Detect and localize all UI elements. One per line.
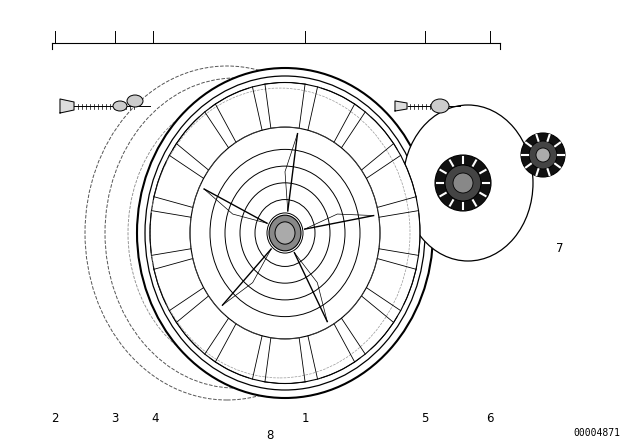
Text: 1: 1 — [301, 412, 308, 425]
Text: 5: 5 — [421, 412, 429, 425]
Text: 8: 8 — [266, 428, 274, 441]
Polygon shape — [60, 99, 74, 113]
Ellipse shape — [529, 141, 557, 169]
Ellipse shape — [150, 82, 420, 383]
Ellipse shape — [521, 133, 565, 177]
Text: 00004871: 00004871 — [573, 428, 620, 438]
Ellipse shape — [275, 222, 295, 244]
Text: 7: 7 — [556, 241, 564, 254]
Ellipse shape — [127, 95, 143, 107]
Polygon shape — [395, 101, 407, 111]
Text: 6: 6 — [486, 412, 493, 425]
Ellipse shape — [536, 148, 550, 162]
Ellipse shape — [269, 215, 301, 251]
Ellipse shape — [137, 68, 433, 398]
Text: 2: 2 — [51, 412, 59, 425]
Ellipse shape — [403, 105, 533, 261]
Ellipse shape — [145, 76, 425, 390]
Ellipse shape — [431, 99, 449, 113]
Text: 3: 3 — [111, 412, 118, 425]
Ellipse shape — [453, 173, 473, 193]
Ellipse shape — [445, 165, 481, 201]
Ellipse shape — [113, 101, 127, 111]
Text: 4: 4 — [151, 412, 159, 425]
Ellipse shape — [435, 155, 491, 211]
